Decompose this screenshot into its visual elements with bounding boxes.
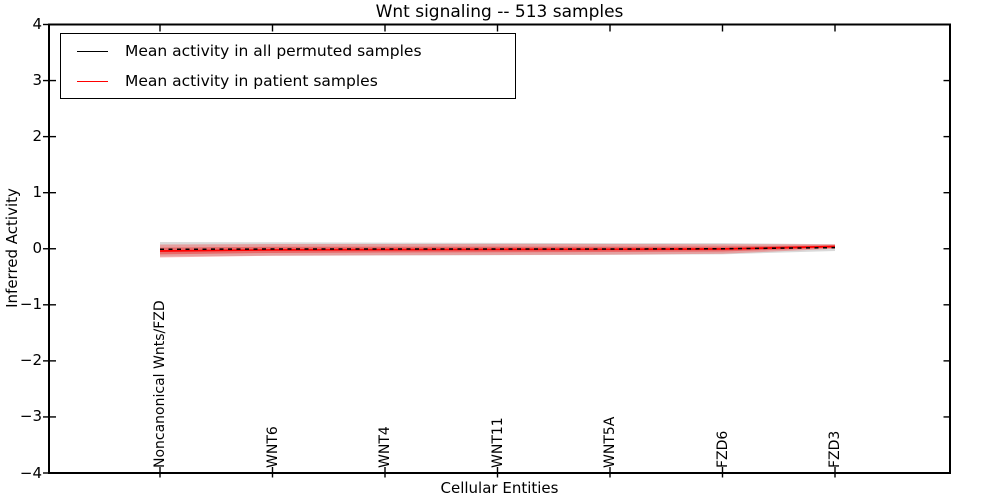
y-tick-label: −2 — [19, 351, 42, 370]
patient-std-band — [160, 243, 835, 258]
y-tick-label: −4 — [19, 463, 42, 482]
x-tick-label: WNT11 — [489, 417, 506, 468]
y-tick-label: 4 — [32, 15, 42, 33]
y-tick-label: 3 — [32, 71, 42, 90]
axes-frame — [48, 23, 951, 474]
y-tick-label: 0 — [32, 239, 42, 258]
x-axis-label: Cellular Entities — [440, 479, 559, 497]
x-tick-label: Noncanonical Wnts/FZD — [152, 300, 168, 468]
legend-entry-patient: Mean activity in patient samples — [61, 66, 515, 96]
x-tick-label: FZD6 — [714, 430, 731, 468]
legend-entry-permuted: Mean activity in all permuted samples — [61, 36, 515, 66]
y-tick-label: 1 — [32, 183, 42, 202]
legend-line-sample-permuted — [77, 50, 108, 52]
chart-title: Wnt signaling -- 513 samples — [375, 2, 624, 22]
legend: Mean activity in all permuted samples Me… — [60, 33, 516, 99]
y-tick-label: −1 — [19, 295, 42, 314]
x-tick-label: WNT6 — [264, 426, 281, 468]
legend-line-sample-patient — [77, 80, 108, 82]
x-tick-label: WNT5A — [602, 416, 618, 468]
y-tick-label: 2 — [32, 127, 42, 146]
x-tick-label: WNT4 — [377, 426, 393, 468]
legend-label-patient: Mean activity in patient samples — [125, 72, 378, 90]
permuted-mean-line — [159, 246, 836, 251]
legend-label-permuted: Mean activity in all permuted samples — [125, 42, 422, 60]
x-tick-label: FZD3 — [827, 430, 843, 468]
y-tick-label: −3 — [19, 407, 42, 426]
